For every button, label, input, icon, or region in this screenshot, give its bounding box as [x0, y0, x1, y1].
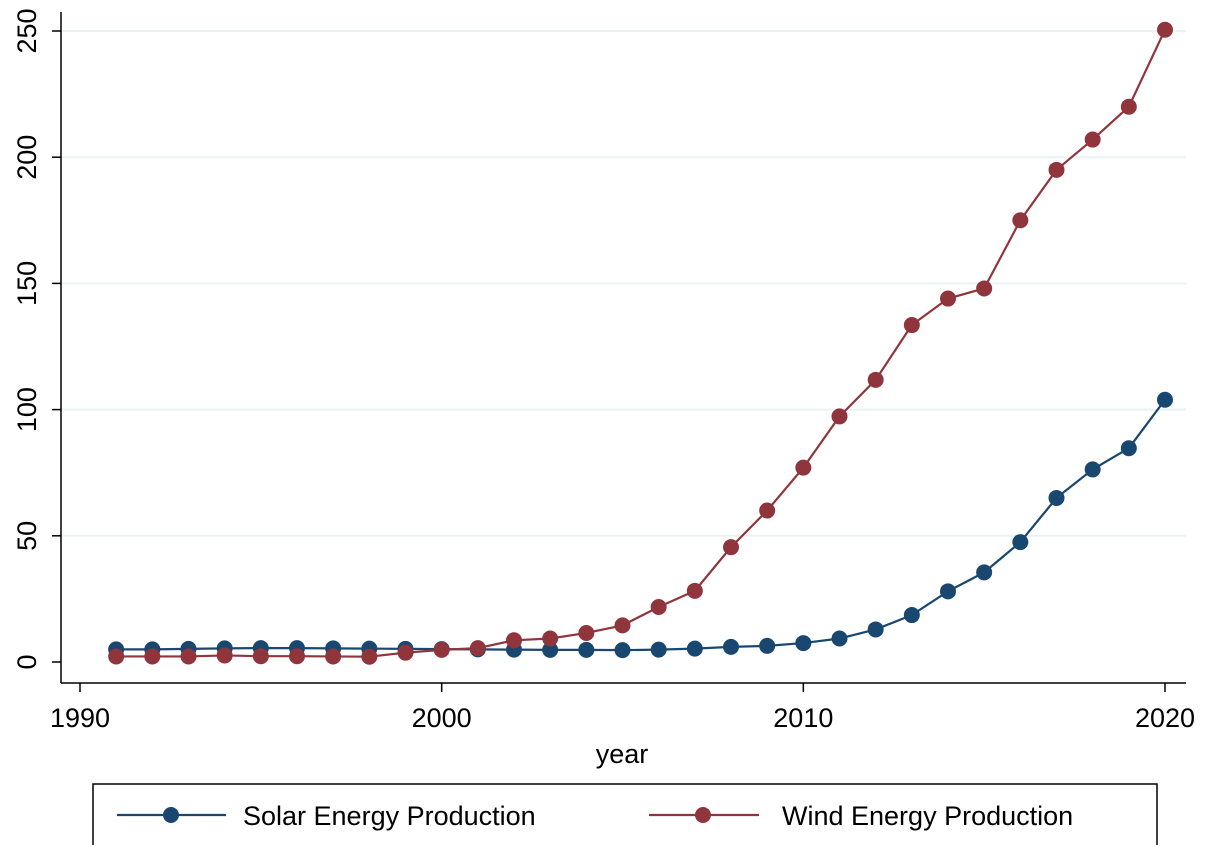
- x-tick-label: 2000: [412, 703, 472, 733]
- data-point: [940, 583, 956, 600]
- data-point: [397, 644, 414, 661]
- data-point: [542, 630, 559, 647]
- data-point: [144, 648, 161, 665]
- data-point: [686, 640, 703, 657]
- y-tick-label: 0: [12, 654, 42, 669]
- data-point: [650, 598, 667, 615]
- data-point: [108, 648, 125, 665]
- data-point: [903, 607, 920, 624]
- data-point: [686, 582, 703, 599]
- data-point: [1084, 461, 1101, 478]
- data-point: [361, 648, 378, 665]
- data-point: [723, 539, 739, 556]
- data-point: [1157, 391, 1173, 408]
- data-point: [180, 648, 197, 665]
- data-point: [614, 617, 631, 634]
- data-point: [325, 648, 342, 665]
- data-point: [940, 290, 956, 307]
- legend-entry: Wind Energy Production: [649, 801, 1073, 831]
- data-point: [1048, 489, 1065, 506]
- y-tick-label: 50: [12, 521, 42, 551]
- x-axis-title: year: [596, 739, 649, 769]
- data-point: [759, 637, 776, 654]
- data-point: [867, 621, 884, 638]
- data-point: [867, 371, 884, 388]
- plot-area: [108, 21, 1173, 665]
- legend-entry: Solar Energy Production: [117, 801, 536, 831]
- data-point: [795, 635, 812, 652]
- y-tick-label: 100: [12, 387, 42, 432]
- series-solar-energy-production: [108, 391, 1173, 659]
- data-point: [216, 647, 233, 664]
- data-point: [433, 641, 450, 658]
- data-point: [976, 564, 993, 581]
- data-point: [1084, 131, 1101, 148]
- gridlines: [61, 30, 1186, 537]
- data-point: [831, 408, 848, 425]
- data-point: [469, 640, 486, 657]
- data-point: [1012, 212, 1029, 229]
- data-point: [578, 624, 595, 641]
- data-point: [289, 648, 305, 665]
- legend-label: Wind Energy Production: [782, 801, 1073, 831]
- data-point: [542, 641, 559, 658]
- legend-swatch-marker: [163, 807, 179, 823]
- data-point: [614, 642, 631, 659]
- legend-label: Solar Energy Production: [243, 801, 536, 831]
- x-tick-label: 2020: [1135, 703, 1195, 733]
- data-point: [1157, 21, 1173, 38]
- data-point: [903, 317, 920, 334]
- data-point: [252, 648, 269, 665]
- data-point: [795, 459, 812, 476]
- data-point: [759, 502, 776, 519]
- data-point: [578, 641, 595, 658]
- y-tick-label: 250: [12, 8, 42, 53]
- data-point: [506, 632, 522, 649]
- data-point: [1048, 161, 1065, 178]
- data-point: [1012, 534, 1029, 551]
- series-line: [116, 29, 1166, 658]
- series-line: [116, 399, 1166, 652]
- data-point: [976, 280, 993, 297]
- data-point: [723, 638, 739, 655]
- legend-swatch-marker: [695, 807, 711, 823]
- y-tick-label: 150: [12, 261, 42, 306]
- x-tick-label: 2010: [773, 703, 833, 733]
- legend: Solar Energy Production Wind Energy Produ…: [92, 783, 1158, 845]
- data-point: [831, 630, 848, 647]
- series-wind-energy-production: [108, 21, 1173, 665]
- y-tick-label: 200: [12, 135, 42, 180]
- axes: 0 50 100 150 200 250 1990 2000 2010 2020: [12, 8, 1195, 733]
- data-point: [1120, 98, 1137, 115]
- legend-box: [92, 783, 1158, 845]
- x-tick-label: 1990: [50, 703, 110, 733]
- data-point: [1120, 440, 1137, 457]
- data-point: [650, 641, 667, 658]
